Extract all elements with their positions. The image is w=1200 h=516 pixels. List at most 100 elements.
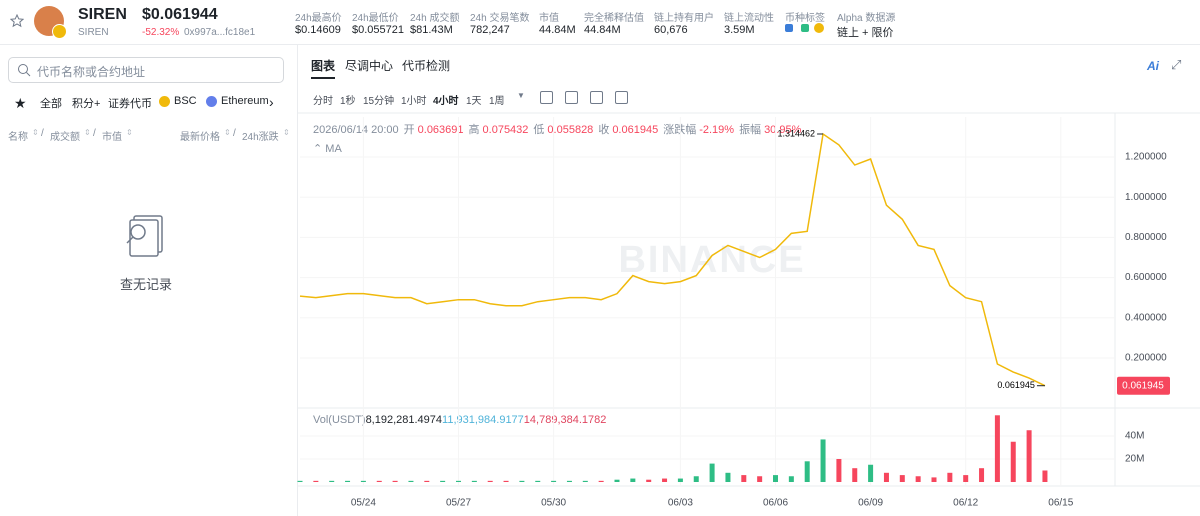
volume-bar	[741, 475, 747, 482]
interval[interactable]: 4小时	[433, 96, 459, 107]
volume-bar	[836, 458, 842, 482]
stat-label: 链上持有用户	[654, 13, 714, 24]
volume-label: Vol(USDT)	[313, 414, 366, 426]
interval[interactable]: 1天	[466, 96, 482, 107]
main-tab[interactable]: 图表	[311, 57, 336, 79]
volume-bar	[693, 476, 699, 482]
toolbar-icon[interactable]	[565, 91, 578, 104]
chain-icon	[206, 96, 217, 107]
stat-value: 3.59M	[724, 24, 755, 36]
sidebar-tab[interactable]: 全部	[40, 98, 62, 110]
volume-bar	[1026, 430, 1032, 482]
volume-bar	[440, 480, 446, 482]
interval[interactable]: 1秒	[340, 96, 356, 107]
fullscreen-button[interactable]: ⤢	[1171, 57, 1182, 72]
tag-icons	[814, 23, 824, 33]
last-price-tag-label: 0.061945	[1122, 380, 1164, 391]
volume-bar	[424, 480, 430, 482]
price-change: -52.32%	[142, 27, 180, 38]
sort-header[interactable]: 名称	[8, 132, 28, 143]
ohlc-label: 低	[533, 124, 545, 136]
contract-address[interactable]: 0x997a...fc18e1	[184, 27, 256, 38]
empty-text: 查无记录	[119, 277, 172, 292]
volume-ma-value: 8,192,281.4974	[365, 414, 443, 426]
stat-label: 市值	[539, 13, 559, 24]
volume-bar	[947, 472, 953, 482]
y-tick-label: 0.800000	[1125, 232, 1167, 243]
interval[interactable]: 分时	[313, 96, 333, 107]
stat-label: 24h 成交额	[410, 13, 460, 24]
sort-header[interactable]: 24h涨跌	[242, 132, 279, 143]
last-label: 0.061945	[997, 380, 1035, 390]
volume-bar	[487, 480, 493, 482]
volume-bar	[646, 479, 652, 482]
volume-bar	[345, 480, 351, 482]
star-tab[interactable]: ★	[14, 95, 27, 111]
stat-label: 币种标签	[785, 13, 825, 24]
stat-label: 24h最低价	[352, 13, 399, 24]
last-price-tag	[1117, 376, 1170, 395]
volume-bar	[725, 472, 731, 482]
stat-label: Alpha 数据源	[837, 13, 896, 24]
y-tick-label: 1.000000	[1125, 192, 1167, 203]
main-tab[interactable]: 尽调中心	[345, 59, 394, 73]
x-tick-label: 05/30	[541, 498, 566, 509]
toolbar-icon[interactable]	[590, 91, 603, 104]
sidebar-tab[interactable]: BSC	[174, 95, 197, 107]
search-box[interactable]: 代币名称或合约地址	[8, 57, 284, 83]
volume-bar	[519, 480, 525, 482]
volume-bar	[329, 480, 335, 482]
sort-header[interactable]: 成交额	[50, 132, 80, 143]
stat-value[interactable]: 链上 + 限价	[837, 27, 894, 39]
ma-row: ⌃ MA	[313, 143, 342, 155]
tag-icons	[801, 24, 809, 32]
volume-bar	[757, 476, 763, 482]
sidebar-tab[interactable]: 积分+	[72, 98, 101, 110]
volume-bar	[297, 480, 303, 482]
chain-icon	[159, 96, 170, 107]
sidebar-tab[interactable]: Ethereum	[221, 95, 269, 107]
toolbar-icon[interactable]: ▼	[517, 91, 525, 100]
toolbar-icon[interactable]	[540, 91, 553, 104]
stat-value: 60,676	[654, 24, 688, 36]
volume-bar	[503, 480, 509, 482]
x-tick-label: 06/03	[668, 498, 693, 509]
tag-icons	[785, 24, 793, 32]
interval[interactable]: 15分钟	[363, 96, 395, 107]
tabs-next[interactable]: ›	[269, 94, 274, 110]
sort-arrows: ⇕	[32, 128, 39, 137]
interval[interactable]: 1周	[489, 96, 505, 107]
volume-bar	[582, 480, 588, 482]
volume-bar	[1010, 441, 1016, 482]
volume-bar	[392, 480, 398, 482]
price-line	[299, 132, 1046, 387]
chain-badge	[52, 24, 67, 39]
stat-value: $0.14609	[295, 24, 341, 36]
volume-bar	[979, 468, 985, 482]
stat-label: 24h最高价	[295, 13, 342, 24]
search-icon	[18, 64, 31, 77]
ohlc-value: 0.063691	[417, 124, 464, 136]
x-tick-label: 05/27	[446, 498, 471, 509]
sort-header[interactable]: 市值	[102, 132, 122, 143]
volume-bar	[360, 480, 366, 482]
separator: /	[93, 128, 96, 139]
favorite-star[interactable]	[10, 14, 24, 28]
volume-bar	[820, 439, 826, 482]
main-tab[interactable]: 代币检测	[402, 59, 451, 73]
stat-value: 44.84M	[539, 24, 576, 36]
sidebar-tab[interactable]: 证券代币	[108, 98, 152, 110]
y-tick-label: 1.200000	[1125, 152, 1167, 163]
volume-bar	[662, 478, 668, 482]
search-placeholder: 代币名称或合约地址	[37, 65, 146, 79]
x-tick-label: 06/12	[953, 498, 978, 509]
interval[interactable]: 1小时	[401, 96, 427, 107]
sort-header[interactable]: 最新价格	[180, 132, 220, 143]
toolbar-icon[interactable]	[615, 91, 628, 104]
volume-legend: Vol(USDT)8,192,281.497411,931,984.917714…	[313, 414, 606, 426]
ohlc-label: 开	[403, 124, 415, 136]
x-tick-label: 05/24	[351, 498, 376, 509]
stat-label: 链上流动性	[724, 13, 774, 24]
ai-button[interactable]: Ai	[1147, 59, 1159, 73]
